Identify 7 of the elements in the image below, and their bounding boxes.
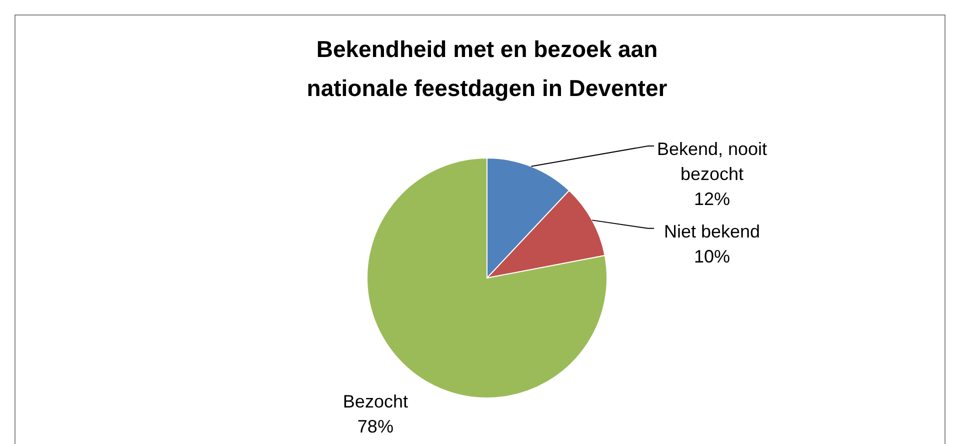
chart-title: Bekendheid met en bezoek aan nationale feestdagen in Deventer (306, 36, 668, 101)
slice-label: Bekend, nooit bezocht (656, 138, 768, 184)
slice-label: Bezocht (342, 391, 408, 412)
data-label: 78% (357, 416, 394, 436)
slice-label: Niet bekend (664, 221, 760, 242)
data-label: 12% (694, 188, 730, 209)
data-label: 10% (694, 246, 730, 266)
